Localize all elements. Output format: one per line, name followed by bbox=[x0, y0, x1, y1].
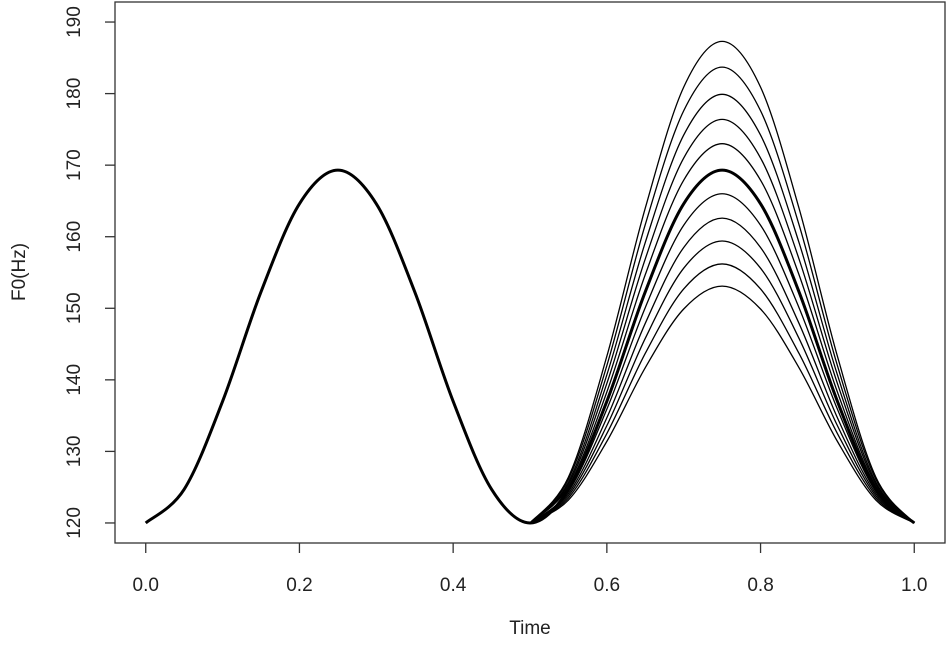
x-tick-label: 0.0 bbox=[133, 575, 159, 596]
y-tick-label: 190 bbox=[64, 6, 85, 38]
line-series bbox=[529, 93, 915, 524]
line-series bbox=[529, 285, 915, 524]
y-tick-label: 180 bbox=[64, 78, 85, 110]
x-tick-label: 0.4 bbox=[440, 575, 467, 596]
x-axis-label: Time bbox=[509, 618, 551, 639]
y-tick-label: 120 bbox=[64, 507, 85, 539]
line-series bbox=[144, 168, 916, 525]
line-series bbox=[529, 263, 915, 524]
line-series bbox=[529, 240, 915, 524]
line-series bbox=[529, 143, 915, 524]
x-tick-label: 0.8 bbox=[747, 575, 773, 596]
x-tick-label: 0.2 bbox=[286, 575, 312, 596]
line-series bbox=[529, 217, 915, 524]
y-tick-label: 160 bbox=[64, 221, 85, 253]
line-series bbox=[529, 118, 915, 524]
y-tick-label: 170 bbox=[64, 149, 85, 181]
y-tick-label: 130 bbox=[64, 436, 85, 468]
y-tick-label: 140 bbox=[64, 364, 85, 396]
y-tick-label: 150 bbox=[64, 292, 85, 324]
line-series bbox=[529, 193, 915, 524]
x-tick-label: 1.0 bbox=[901, 575, 927, 596]
line-series bbox=[529, 66, 915, 524]
y-axis-label: F0(Hz) bbox=[9, 243, 30, 301]
line-series bbox=[529, 40, 915, 524]
x-tick-label: 0.6 bbox=[594, 575, 620, 596]
plot-frame bbox=[114, 1, 946, 544]
